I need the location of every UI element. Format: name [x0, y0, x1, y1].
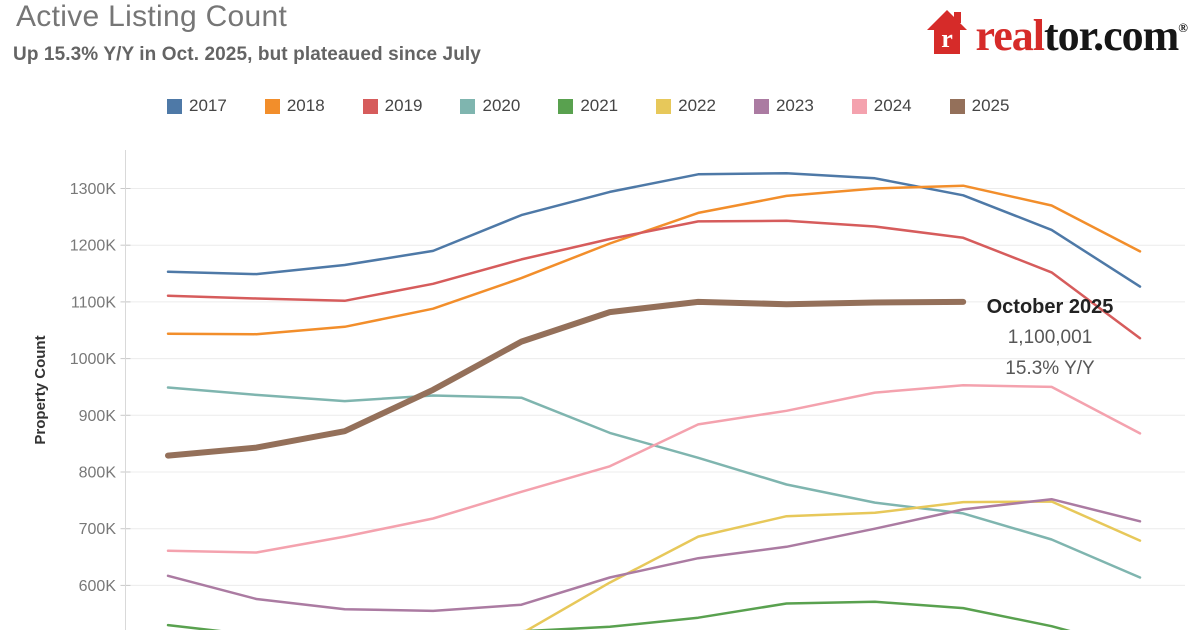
logo-text-real: real [975, 11, 1044, 60]
y-tick-label: 600K [79, 578, 117, 595]
legend-item-2021[interactable]: 2021 [558, 96, 618, 116]
legend-label-2022: 2022 [678, 96, 716, 115]
page-title: Active Listing Count [16, 0, 288, 33]
legend-swatch-2022 [656, 98, 672, 114]
legend-label-2025: 2025 [971, 96, 1010, 115]
legend-item-2019[interactable]: 2019 [362, 96, 423, 116]
legend-swatch-2018 [264, 98, 280, 114]
legend: 2017 2018 2019 2020 2021 2022 2023 2024 2025 [167, 96, 1009, 116]
legend-swatch-2025 [949, 98, 965, 114]
legend-swatch-2020 [460, 98, 476, 114]
series-line-2022 [525, 500, 1142, 630]
realtor-house-icon: r [927, 10, 968, 54]
legend-swatch-2019 [362, 98, 378, 114]
y-axis-title: Property Count [32, 335, 49, 444]
legend-swatch-2017 [167, 98, 182, 114]
logo-text-torcom: tor.com [1043, 11, 1179, 60]
series-line-2021 [166, 600, 1071, 630]
y-tick-label: 900K [79, 408, 117, 425]
series-line-2017 [166, 171, 1142, 288]
legend-item-2018[interactable]: 2018 [264, 96, 325, 116]
registered-mark-icon: ® [1178, 20, 1188, 35]
legend-item-2025[interactable]: 2025 [949, 96, 1010, 116]
series-line-2023 [166, 497, 1142, 613]
legend-item-2023[interactable]: 2023 [753, 96, 814, 116]
svg-text:r: r [942, 24, 954, 53]
annotation-yoy: 15.3% Y/Y [1005, 358, 1095, 379]
legend-label-2017: 2017 [189, 96, 227, 115]
y-tick-label: 1300K [70, 181, 117, 198]
y-tick-label: 700K [79, 521, 117, 538]
y-tick-label: 1200K [70, 238, 117, 255]
legend-item-2024[interactable]: 2024 [851, 96, 912, 116]
legend-label-2018: 2018 [286, 96, 325, 115]
logo-text: realtor.com® [975, 6, 1188, 58]
y-tick-label: 1000K [70, 351, 117, 368]
annotation: October 2025 1,100,001 15.3% Y/Y [973, 296, 1127, 379]
legend-swatch-2021 [558, 98, 574, 114]
legend-swatch-2023 [753, 98, 769, 114]
legend-label-2024: 2024 [873, 96, 912, 115]
legend-item-2022[interactable]: 2022 [656, 96, 716, 116]
series-line-2024 [166, 383, 1142, 554]
series-line-2019 [166, 219, 1142, 340]
page-subtitle: Up 15.3% Y/Y in Oct. 2025, but plateaued… [13, 44, 481, 65]
y-tick-label: 1100K [71, 294, 116, 311]
legend-item-2020[interactable]: 2020 [460, 96, 520, 116]
series-line-2018 [166, 184, 1142, 336]
y-tick-label: 800K [79, 465, 117, 482]
legend-swatch-2024 [851, 98, 867, 114]
annotation-value: 1,100,001 [1007, 327, 1093, 348]
series-line-2020 [166, 386, 1142, 579]
legend-label-2020: 2020 [482, 96, 521, 115]
annotation-title: October 2025 [986, 296, 1114, 318]
legend-label-2019: 2019 [384, 96, 423, 115]
legend-label-2021: 2021 [580, 96, 619, 115]
realtor-logo: r realtor.com® [926, 6, 1188, 58]
legend-label-2023: 2023 [775, 96, 814, 115]
legend-item-2017[interactable]: 2017 [167, 96, 227, 116]
series-line-2025 [165, 298, 967, 459]
